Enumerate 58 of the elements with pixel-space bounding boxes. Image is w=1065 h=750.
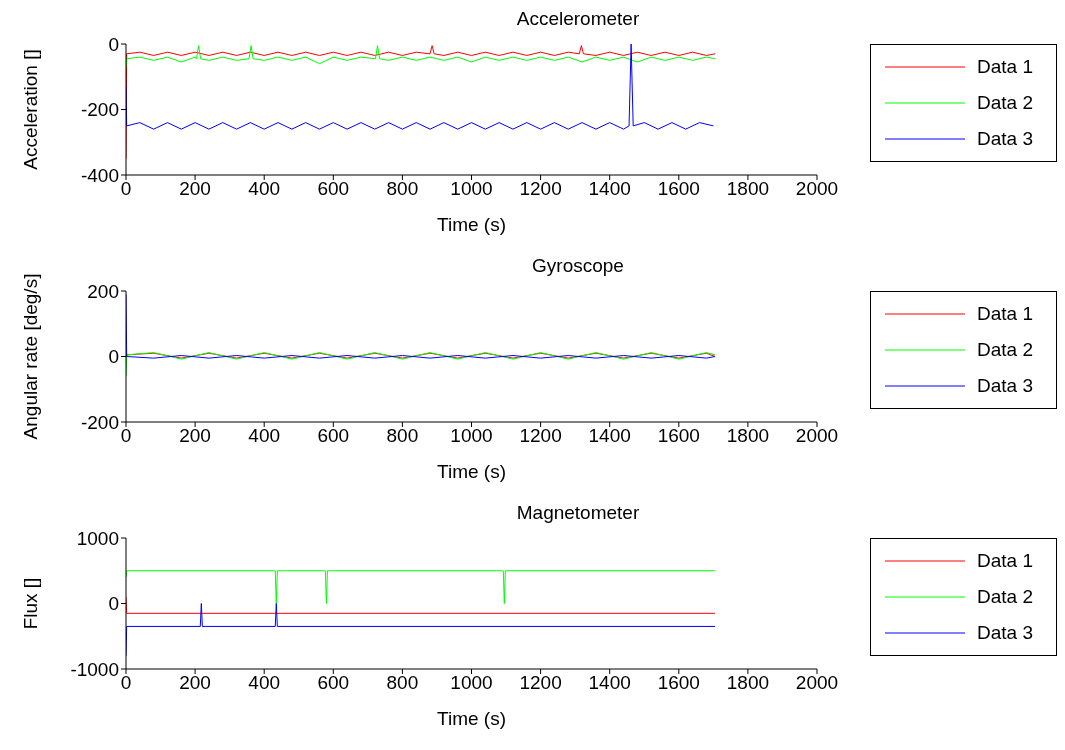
y-tick-label: 200 — [87, 280, 119, 302]
line-series — [126, 44, 714, 130]
x-tick-label: 1400 — [588, 178, 631, 200]
y-axis-title: Flux [] — [19, 577, 41, 630]
x-tick-label: 400 — [248, 425, 281, 447]
legend-label: Data 1 — [977, 550, 1033, 572]
x-tick-label: 1200 — [519, 672, 562, 694]
x-tick-label: 400 — [248, 178, 281, 200]
y-tick-label: 0 — [108, 593, 119, 615]
x-tick-label: 800 — [386, 178, 419, 200]
x-tick-label: 600 — [317, 425, 350, 447]
x-tick-label: 1400 — [588, 672, 631, 694]
chart-title: Magnetometer — [515, 502, 641, 524]
x-tick-label: 1200 — [519, 425, 562, 447]
x-tick-label: 400 — [248, 672, 281, 694]
x-tick-label: 1800 — [726, 672, 770, 694]
chart-title: Gyroscope — [532, 255, 624, 276]
x-axis-title: Time (s) — [437, 708, 506, 729]
x-tick-label: 200 — [179, 425, 211, 447]
x-tick-label: 1000 — [450, 425, 493, 447]
legend-label: Data 1 — [977, 56, 1033, 78]
legend-label: Data 3 — [977, 128, 1033, 150]
x-axis-title: Time (s) — [437, 461, 506, 482]
x-tick-label: 2000 — [795, 425, 839, 447]
y-axis-title: Acceleration [] — [19, 49, 41, 170]
y-tick-label: -1000 — [70, 658, 119, 680]
y-tick-label: -400 — [80, 164, 119, 186]
x-tick-label: 1600 — [657, 425, 700, 447]
y-tick-label: -200 — [80, 411, 119, 433]
y-tick-label: 0 — [108, 346, 119, 368]
legend-label: Data 2 — [977, 586, 1033, 608]
x-tick-label: 1200 — [519, 178, 562, 200]
x-tick-label: 1000 — [450, 178, 493, 200]
x-tick-label: 1600 — [657, 178, 700, 200]
x-tick-label: 600 — [317, 672, 350, 694]
legend-label: Data 2 — [977, 339, 1033, 361]
x-tick-label: 2000 — [795, 672, 839, 694]
y-tick-label: 1000 — [76, 527, 119, 549]
x-tick-label: 1000 — [450, 672, 493, 694]
x-axis-title: Time (s) — [437, 214, 506, 235]
legend-label: Data 2 — [977, 92, 1033, 114]
legend-label: Data 3 — [977, 622, 1033, 644]
x-tick-label: 1600 — [657, 672, 700, 694]
x-tick-label: 600 — [317, 178, 350, 200]
y-axis-title: Angular rate [deg/s] — [19, 273, 41, 440]
x-tick-label: 1800 — [726, 425, 770, 447]
legend-label: Data 3 — [977, 375, 1033, 397]
x-tick-label: 200 — [179, 672, 211, 694]
x-tick-label: 2000 — [795, 178, 839, 200]
x-tick-label: 1800 — [726, 178, 770, 200]
x-tick-label: 800 — [386, 425, 419, 447]
chart-title: Accelerometer — [515, 8, 641, 30]
y-tick-label: 0 — [108, 33, 119, 55]
legend-label: Data 1 — [977, 303, 1033, 325]
x-tick-label: 1400 — [588, 425, 631, 447]
x-tick-label: 800 — [386, 672, 419, 694]
y-tick-label: -200 — [80, 99, 119, 121]
x-tick-label: 200 — [179, 178, 211, 200]
